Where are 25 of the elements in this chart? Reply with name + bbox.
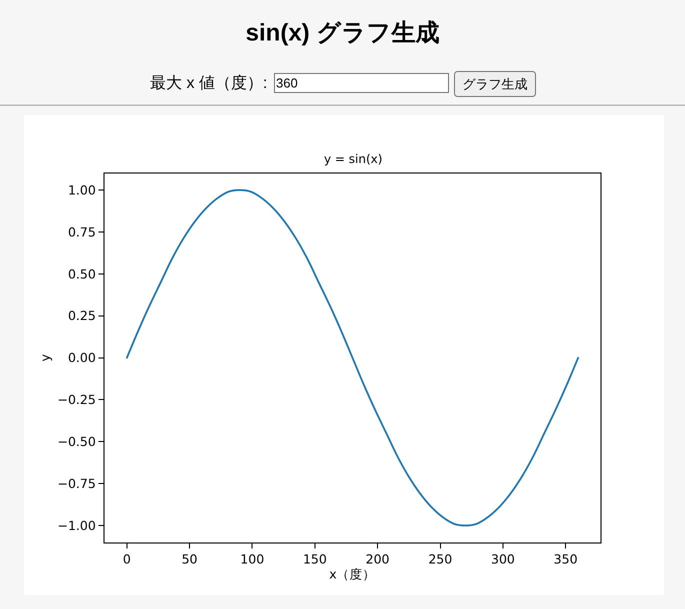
chart-subtitle: y = sin(x) (324, 152, 382, 166)
x-tick-label: 300 (490, 551, 515, 566)
y-tick-label: 1.00 (68, 182, 96, 198)
y-tick-label: 0.00 (68, 350, 96, 366)
y-tick-label: −0.50 (57, 434, 96, 450)
chart-title: sin(x) グラフ生成 (246, 19, 440, 46)
x-tick-label: 0 (122, 551, 131, 566)
text: グラフ生成 (462, 76, 528, 92)
x-tick-label: 200 (366, 551, 390, 566)
text: 360 (276, 76, 298, 90)
x-tick-label: 150 (302, 551, 327, 566)
x-tick-label: 100 (240, 551, 264, 566)
x-tick-label: 50 (182, 551, 198, 566)
y-tick-label: −1.00 (57, 518, 96, 533)
y-tick-label: 0.75 (68, 224, 96, 240)
y-tick-label: −0.75 (57, 476, 96, 491)
text: 最大 x 値（度）: (150, 74, 268, 92)
x-axis-title: x（度） (329, 566, 376, 582)
y-tick-label: 0.25 (68, 308, 96, 324)
x-tick-label: 250 (428, 551, 452, 566)
y-tick-label: −0.25 (57, 392, 96, 408)
y-tick-label: 0.50 (68, 266, 96, 282)
y-axis-title: y (38, 354, 53, 362)
x-tick-label: 350 (554, 551, 578, 566)
line-series (126, 189, 580, 526)
